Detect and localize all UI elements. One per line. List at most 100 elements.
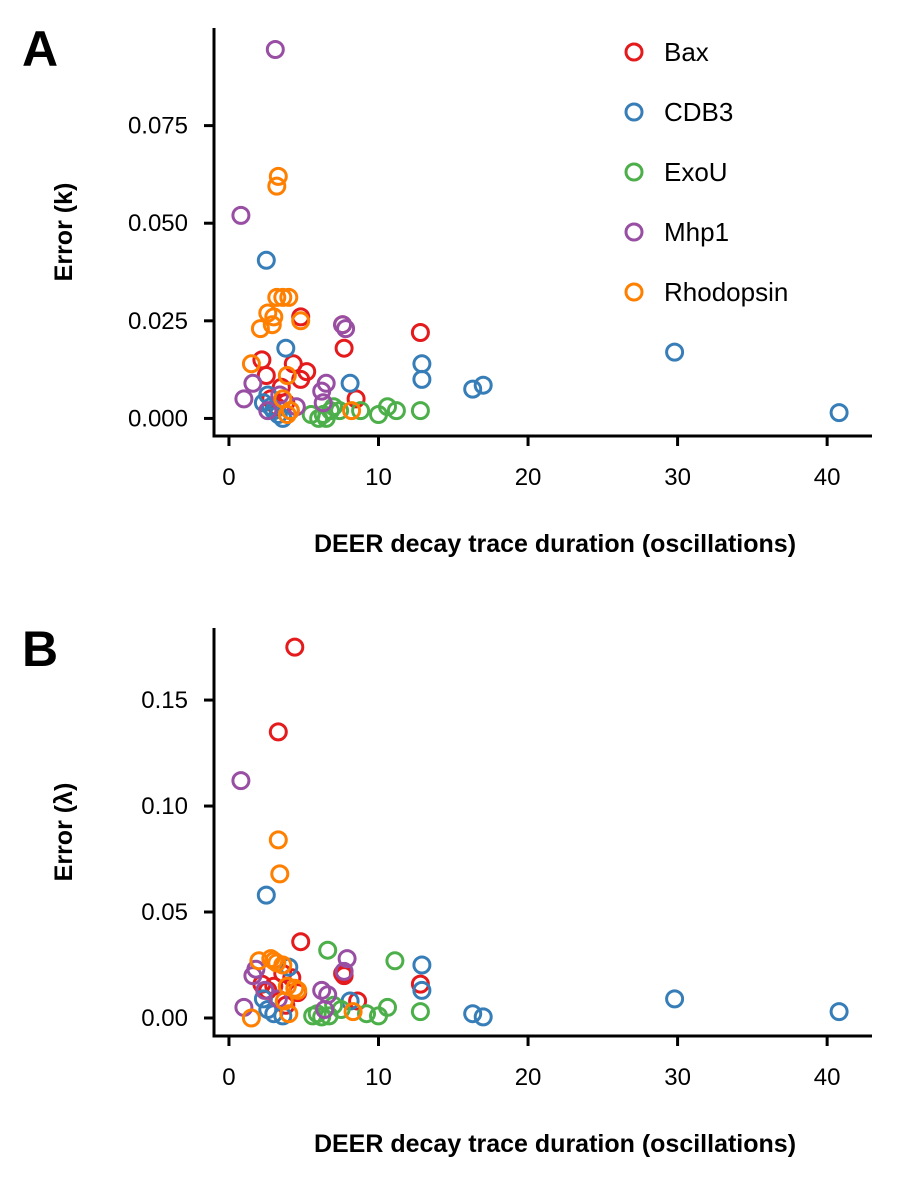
panel-a-point-mhp1 <box>336 319 356 339</box>
panel-b-point-bax <box>348 991 368 1011</box>
panel-a-point-cdb3 <box>256 250 276 270</box>
panel-b-x-tick-label: 20 <box>515 1064 542 1091</box>
panel-b-point-exou <box>385 951 405 971</box>
panel-a-point-cdb3 <box>276 338 296 358</box>
panel-b-point-cdb3 <box>665 989 685 1009</box>
panel-b-point-mhp1 <box>231 771 251 791</box>
panel-a-point-bax <box>297 362 317 382</box>
panel-a-x-tick-label: 40 <box>814 464 841 491</box>
panel-b-point-mhp1 <box>315 1000 335 1019</box>
panel-a-y-axis-title: Error (k) <box>50 183 78 282</box>
panel-b-y-tick-label: 0.05 <box>141 899 188 926</box>
panel-a-point-cdb3 <box>412 354 432 374</box>
panel-a-point-bax <box>346 389 366 409</box>
panel-b-point-mhp1 <box>334 961 354 981</box>
panel-a-point-cdb3 <box>665 342 685 362</box>
panel-a-point-bax <box>252 350 272 370</box>
panel-b-point-rhodopsin <box>270 864 290 884</box>
panel-b-y-tick-label: 0.15 <box>141 687 188 714</box>
panel-b-point-cdb3 <box>412 980 432 1000</box>
panel-letter-b: B <box>22 621 58 677</box>
legend-marker-mhp1 <box>624 222 644 242</box>
panel-a-y-tick-label: 0.075 <box>128 113 188 140</box>
panel-b-point-rhodopsin <box>241 1008 261 1028</box>
panel-a-point-rhodopsin <box>267 287 287 307</box>
legend-marker-cdb3 <box>624 102 644 122</box>
panel-a-point-rhodopsin <box>250 319 270 339</box>
panel-a-point-rhodopsin <box>279 287 299 307</box>
panel-b-point-cdb3 <box>473 1007 493 1027</box>
panel-b-point-exou <box>410 1002 430 1022</box>
panel-b-point-cdb3 <box>256 885 276 905</box>
panel-b-point-mhp1 <box>337 949 357 969</box>
panel-b-point-rhodopsin <box>273 955 293 975</box>
panel-a-y-tick-label: 0.050 <box>128 210 188 237</box>
panel-b-point-cdb3 <box>829 1002 849 1022</box>
panel-b-x-tick-label: 30 <box>664 1064 691 1091</box>
panel-b-y-axis-title: Error (λ) <box>50 783 78 882</box>
panel-b-x-tick-label: 10 <box>365 1064 392 1091</box>
panel-a-point-exou <box>386 401 406 421</box>
panel-a-x-axis-title: DEER decay trace duration (oscillations) <box>314 530 796 558</box>
legend-label-rhodopsin: Rhodopsin <box>664 277 788 307</box>
panel-b-point-bax <box>268 722 288 742</box>
panel-a-point-exou <box>378 397 397 417</box>
panel-a-point-rhodopsin <box>291 311 311 331</box>
panel-a-point-rhodopsin <box>342 401 362 421</box>
panel-a-point-mhp1 <box>316 373 336 393</box>
panel-a-point-cdb3 <box>829 403 849 423</box>
panel-a-x-tick-label: 20 <box>515 464 542 491</box>
panel-a-point-rhodopsin <box>264 307 284 327</box>
panel-a-y-tick-label: 0.000 <box>128 405 188 432</box>
panel-a-y-tick-label: 0.025 <box>128 308 188 335</box>
panel-b-point-mhp1 <box>246 959 266 979</box>
legend-label-bax: Bax <box>664 37 709 67</box>
panel-a-point-mhp1 <box>243 373 263 393</box>
panel-a-x-tick-label: 0 <box>222 464 235 491</box>
panel-b-point-exou <box>378 997 397 1017</box>
legend-marker-exou <box>624 162 644 182</box>
panel-b-point-exou <box>318 940 338 960</box>
panel-b-point-bax <box>285 637 305 657</box>
legend: Bax CDB3 ExoU Mhp1 Rhodopsin <box>624 37 788 307</box>
panel-a-x-tick-label: 10 <box>365 464 392 491</box>
panel-b-plot: 0 10 20 30 40 0.00 0.05 0.10 0.15 DEER decay trac… <box>50 628 872 1158</box>
panel-b-point-rhodopsin <box>343 1002 363 1022</box>
panel-b-point-exou <box>357 1004 376 1024</box>
panel-a-point-rhodopsin <box>273 287 293 307</box>
panel-a-point-cdb3 <box>340 373 360 393</box>
panel-a-x-tick-label: 30 <box>664 464 691 491</box>
panel-a-point-rhodopsin <box>268 166 288 186</box>
legend-label-cdb3: CDB3 <box>664 97 733 127</box>
legend-label-exou: ExoU <box>664 157 728 187</box>
panel-a-point-exou <box>410 401 430 421</box>
panel-a-point-rhodopsin <box>277 405 297 424</box>
panel-a-point-rhodopsin <box>241 354 261 374</box>
panel-a-point-rhodopsin <box>262 315 282 335</box>
panel-letter-a: A <box>22 21 58 77</box>
legend-label-mhp1: Mhp1 <box>664 217 729 247</box>
panel-b-point-rhodopsin <box>279 1004 299 1024</box>
panel-b-point-cdb3 <box>463 1004 483 1024</box>
panel-b-point-bax <box>291 932 311 952</box>
panel-a-point-cdb3 <box>473 375 493 395</box>
panel-b-x-tick-label: 0 <box>222 1064 235 1091</box>
panel-a-point-bax <box>334 338 354 358</box>
panel-a-point-mhp1 <box>333 315 353 335</box>
panel-a-point-exou <box>351 401 371 421</box>
panel-a-plot: 0 10 20 30 40 0.000 0.025 0.050 0.075 DEER decay … <box>50 28 872 558</box>
panel-b-point-rhodopsin <box>288 980 308 1000</box>
panel-a-point-mhp1 <box>313 393 333 413</box>
panel-a-point-cdb3 <box>412 369 432 389</box>
panel-b-y-tick-label: 0.00 <box>141 1005 188 1032</box>
panel-b-y-tick-label: 0.10 <box>141 793 188 820</box>
panel-a-point-rhodopsin <box>280 401 300 421</box>
panel-a-point-exou <box>313 405 333 424</box>
panel-a-point-mhp1 <box>258 401 278 421</box>
panel-b-x-axis-title: DEER decay trace duration (oscillations) <box>314 1130 796 1158</box>
panel-a-point-bax <box>410 323 430 342</box>
panel-a-point-mhp1 <box>231 205 251 225</box>
panel-a-point-rhodopsin <box>277 366 297 385</box>
panel-a-point-mhp1 <box>270 385 290 405</box>
